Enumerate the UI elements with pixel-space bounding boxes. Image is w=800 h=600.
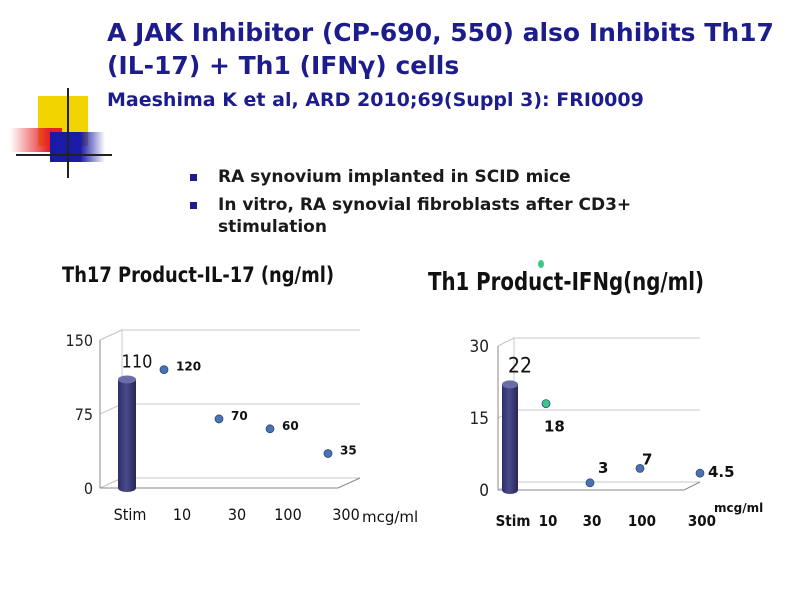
point-data-label: 4.5	[708, 463, 735, 481]
x-axis-label: mcg/ml	[362, 508, 418, 526]
bullet-item: In vitro, RA synovial fibroblasts after …	[190, 194, 660, 238]
point-data-label: 7	[642, 450, 652, 468]
bar-stim	[502, 384, 518, 494]
data-point	[323, 449, 333, 458]
y-tick-label: 30	[470, 337, 489, 357]
data-point	[635, 463, 645, 473]
gridline	[99, 329, 360, 341]
x-tick-label: 30	[583, 512, 602, 530]
y-tick-label: 0	[479, 481, 489, 501]
point-data-label: 70	[231, 409, 248, 423]
x-tick-label: 100	[274, 505, 301, 524]
bar-stim	[118, 379, 136, 492]
gridline	[497, 481, 700, 491]
data-point	[585, 478, 595, 488]
bullet-square-icon	[190, 202, 197, 209]
chart-title: Th17 Product-IL-17 (ng/ml)	[62, 263, 334, 287]
x-tick-label: 300	[688, 512, 716, 530]
y-tick-label: 0	[84, 479, 93, 498]
data-point	[265, 424, 275, 434]
x-tick-label: 10	[173, 505, 191, 524]
decor-horizontal-line	[16, 154, 112, 156]
gridline	[99, 477, 360, 489]
chart-1: Th17 Product-IL-17 (ng/ml) 0 75 150 Stim 10 30…	[62, 263, 418, 526]
slide-subtitle: Maeshima K et al, ARD 2010;69(Suppl 3): …	[107, 89, 644, 111]
point-data-label: 35	[340, 443, 357, 457]
x-tick-label: 100	[628, 512, 656, 530]
y-tick-label: 150	[66, 331, 93, 350]
bullet-list: RA synovium implanted in SCID mice In vi…	[190, 166, 660, 244]
chart-title: Th1 Product-IFNg(ng/ml)	[428, 267, 704, 296]
point-data-label: 3	[598, 459, 608, 477]
slide-title: A JAK Inhibitor (CP-690, 550) also Inhib…	[107, 18, 774, 80]
x-axis-label: mcg/ml	[714, 501, 763, 515]
point-data-label: 60	[282, 419, 299, 433]
bar-data-label: 110	[122, 351, 153, 372]
bullet-text: RA synovium implanted in SCID mice	[218, 167, 571, 187]
x-tick-label: 10	[539, 512, 558, 530]
x-axis-line	[498, 481, 701, 491]
x-tick-label: 30	[228, 505, 246, 524]
bar-top	[118, 375, 136, 384]
x-tick-label: 300	[332, 505, 359, 524]
gridline	[497, 337, 700, 347]
chart-2: Th1 Product-IFNg(ng/ml) 0 15 30 Stim 10 30 100 3…	[428, 267, 763, 530]
x-tick-label: Stim	[114, 505, 147, 524]
data-point	[695, 468, 705, 478]
x-tick-label: Stim	[496, 512, 531, 530]
y-tick-label: 75	[75, 405, 93, 424]
bar-data-label: 22	[508, 353, 532, 377]
marker-dot	[538, 260, 544, 268]
gridline	[497, 409, 700, 419]
point-data-label: 120	[176, 360, 201, 374]
bullet-item: RA synovium implanted in SCID mice	[190, 166, 660, 188]
decor-vertical-line	[67, 88, 69, 178]
y-tick-label: 15	[470, 409, 489, 429]
data-point	[159, 365, 169, 375]
data-point	[541, 399, 551, 409]
data-point	[214, 414, 224, 424]
point-data-label: 18	[544, 418, 565, 436]
decor-blue-bar	[50, 132, 105, 162]
x-axis-line	[100, 477, 361, 489]
bar-top	[502, 380, 518, 389]
bullet-text: In vitro, RA synovial fibroblasts after …	[218, 195, 632, 237]
gridline	[99, 403, 360, 415]
bullet-square-icon	[190, 174, 197, 181]
